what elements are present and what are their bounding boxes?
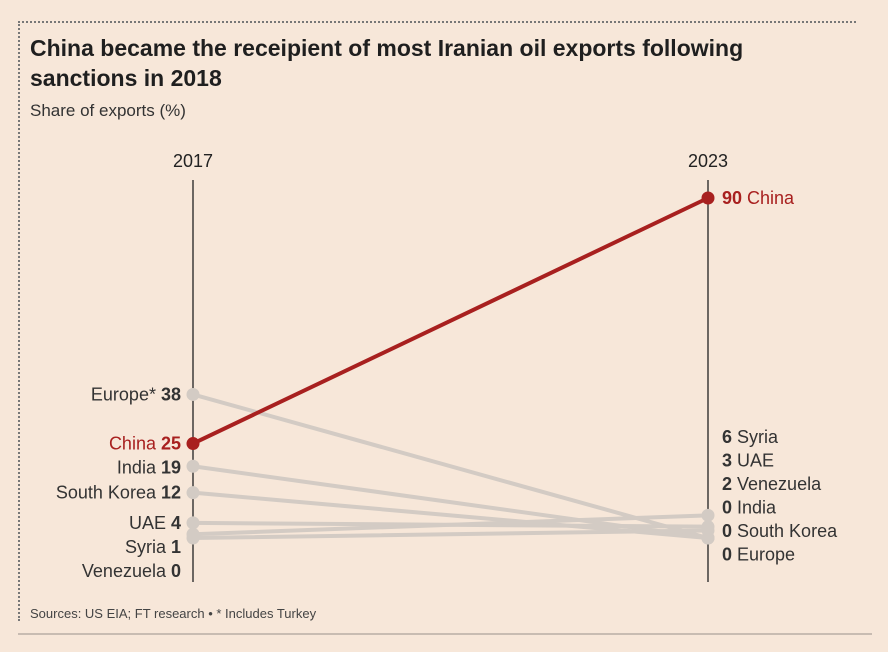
label-2023-venezuela: 2 Venezuela	[722, 474, 822, 494]
point-2023-venezuela	[701, 523, 715, 537]
x-label-2023: 2023	[688, 151, 728, 171]
line-syria	[191, 513, 710, 537]
label-2017-syria: Syria 1	[125, 537, 181, 557]
point-2017-south-korea	[186, 486, 200, 500]
label-2017-europe: Europe* 38	[91, 384, 181, 404]
label-2017-india: India 19	[117, 458, 181, 478]
point-2017-uae	[186, 516, 200, 530]
label-2023-europe: 0 Europe	[722, 545, 795, 565]
label-2017-south-korea: South Korea 12	[56, 483, 181, 503]
point-2017-venezuela	[186, 531, 200, 545]
left-dotted-rule	[18, 21, 20, 621]
point-2017-china	[186, 437, 200, 451]
x-label-2017: 2017	[173, 151, 213, 171]
top-dotted-rule	[18, 21, 856, 23]
label-2017-china: China 25	[109, 434, 181, 454]
chart-title: China became the receipient of most Iran…	[30, 35, 744, 91]
label-2023-china: 90 China	[722, 188, 795, 208]
line-china	[191, 196, 710, 446]
label-2023-india: 0 India	[722, 498, 777, 518]
label-2023-syria: 6 Syria	[722, 427, 779, 447]
point-2023-syria	[701, 508, 715, 522]
label-2017-uae: UAE 4	[129, 513, 181, 533]
chart-source: Sources: US EIA; FT research • * Include…	[30, 606, 317, 621]
line-venezuela	[191, 528, 710, 540]
point-2017-india	[186, 459, 200, 473]
label-2023-south-korea: 0 South Korea	[722, 521, 838, 541]
label-2023-uae: 3 UAE	[722, 451, 774, 471]
point-2023-china	[701, 191, 715, 205]
bottom-rule	[18, 633, 872, 635]
chart-subtitle: Share of exports (%)	[30, 101, 186, 120]
label-2017-venezuela: Venezuela 0	[82, 561, 181, 581]
line-europe	[191, 392, 710, 540]
point-2017-europe	[186, 387, 200, 401]
